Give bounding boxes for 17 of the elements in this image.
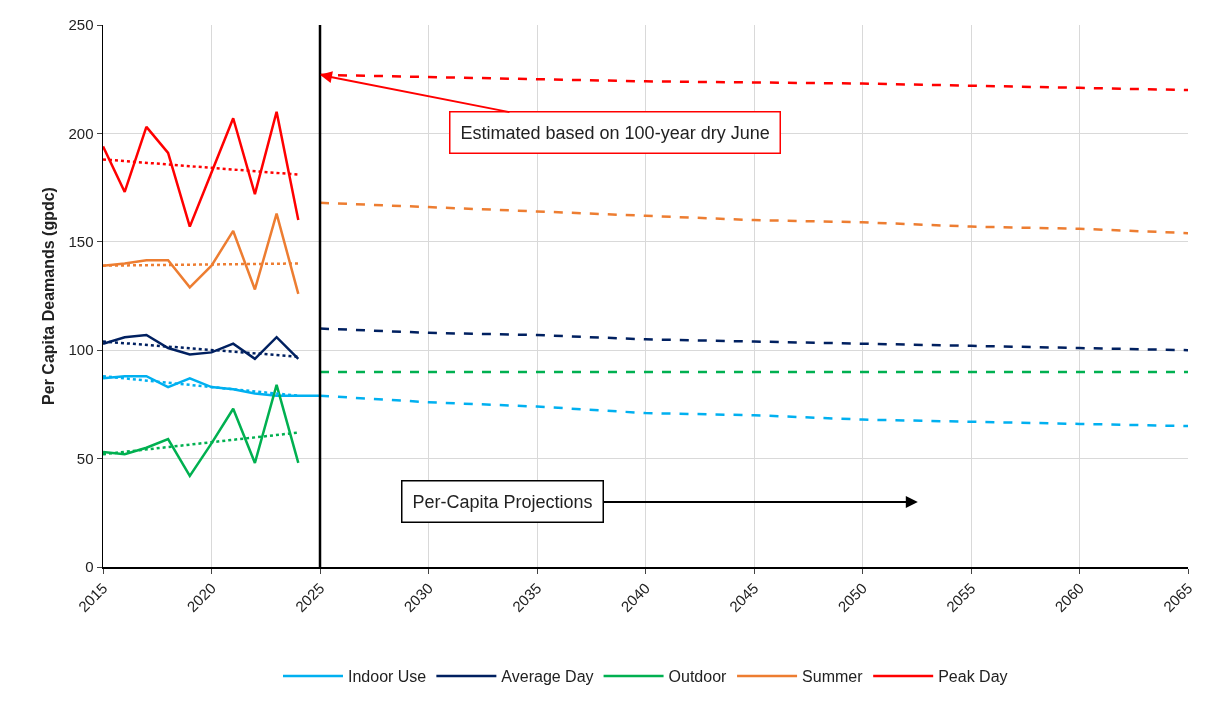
line-series	[103, 110, 300, 228]
y-tick-label: 150	[68, 233, 94, 251]
annotation: Per-Capita Projections	[412, 491, 593, 512]
annotation: Estimated based on 100-year dry June	[460, 122, 770, 143]
legend-label: Summer	[802, 668, 864, 686]
legend-label: Outdoor	[668, 668, 728, 686]
y-tick-label: 50	[76, 449, 94, 467]
legend-label: Peak Day	[938, 668, 1008, 686]
y-tick-label: 100	[68, 341, 94, 359]
line-series	[318, 201, 1188, 235]
y-axis-title: Per Capita Deamands (gpdc)	[39, 187, 57, 405]
y-tick-label: 250	[68, 16, 94, 34]
legend-label: Average Day	[501, 668, 594, 686]
y-tick-label: 200	[68, 124, 94, 142]
line-series	[318, 327, 1188, 352]
legend-label: Indoor Use	[348, 668, 427, 686]
y-tick-label: 0	[85, 558, 94, 576]
